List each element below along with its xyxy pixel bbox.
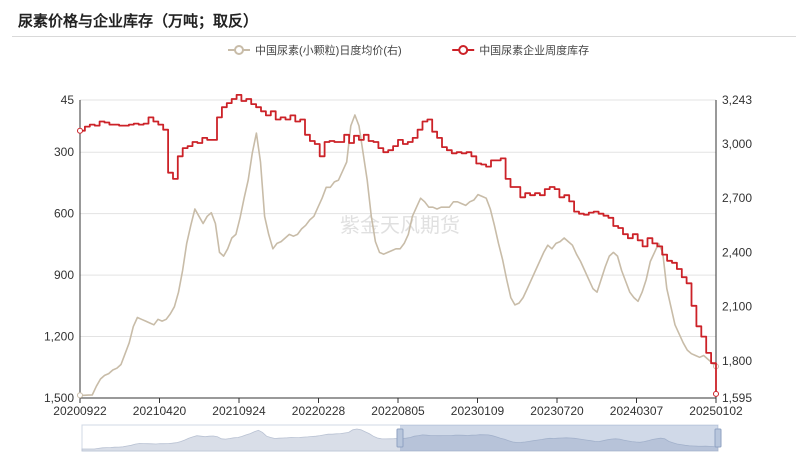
right-tick-label: 2,700 xyxy=(722,191,752,205)
legend-marker xyxy=(234,45,244,55)
legend-item-2[interactable]: 中国尿素企业周度库存 xyxy=(452,43,589,57)
series-line-2 xyxy=(80,94,717,394)
left-tick-label: 1,200 xyxy=(44,330,74,344)
right-tick-label: 3,000 xyxy=(722,137,752,151)
right-tick-label: 2,100 xyxy=(722,300,752,314)
title-divider xyxy=(12,36,796,37)
axes: 45 300 600 900 1,200 1,500 3,243 3,000 2,700 2,40… xyxy=(44,93,752,418)
legend-label: 中国尿素(小颗粒)日度均价(右) xyxy=(255,43,402,57)
plot-area xyxy=(77,94,719,399)
series-point-2 xyxy=(713,390,719,397)
x-tick-label: 20210420 xyxy=(133,404,187,418)
x-tick-label: 20240307 xyxy=(610,404,664,418)
right-tick-label: 3,243 xyxy=(722,93,752,107)
legend-label: 中国尿素企业周度库存 xyxy=(479,43,589,57)
x-tick-label: 20210924 xyxy=(212,404,266,418)
x-tick-label: 20220228 xyxy=(292,404,346,418)
legend-marker xyxy=(458,45,469,55)
left-tick-label: 600 xyxy=(54,207,74,221)
right-tick-label: 2,400 xyxy=(722,245,752,259)
zoom-handle[interactable] xyxy=(396,428,404,448)
legend[interactable]: 中国尿素(小颗粒)日度均价(右) 中国尿素企业周度库存 xyxy=(228,43,589,57)
x-tick-label: 20200922 xyxy=(53,404,107,418)
series-line-1 xyxy=(80,114,717,397)
x-tick-label: 20230109 xyxy=(451,404,505,418)
x-tick-label: 20220805 xyxy=(371,404,425,418)
right-tick-label: 1,595 xyxy=(722,391,752,405)
left-tick-label: 900 xyxy=(54,268,74,282)
x-tick-label: 20230720 xyxy=(530,404,584,418)
watermark-text: 紫金天风期货 xyxy=(340,214,460,237)
series-point-2 xyxy=(77,127,83,134)
series-point-1 xyxy=(77,392,83,399)
legend-item-1[interactable]: 中国尿素(小颗粒)日度均价(右) xyxy=(228,43,402,57)
zoom-handle[interactable] xyxy=(714,428,722,448)
right-tick-label: 1,800 xyxy=(722,354,752,368)
left-tick-label: 45 xyxy=(61,93,75,107)
zoom-slider[interactable] xyxy=(81,424,722,452)
left-tick-label: 1,500 xyxy=(44,391,74,405)
x-tick-label: 20250102 xyxy=(689,404,743,418)
zoom-selection[interactable] xyxy=(400,425,718,451)
left-tick-label: 300 xyxy=(54,145,74,159)
chart-title: 尿素价格与企业库存（万吨；取反） xyxy=(18,12,259,30)
